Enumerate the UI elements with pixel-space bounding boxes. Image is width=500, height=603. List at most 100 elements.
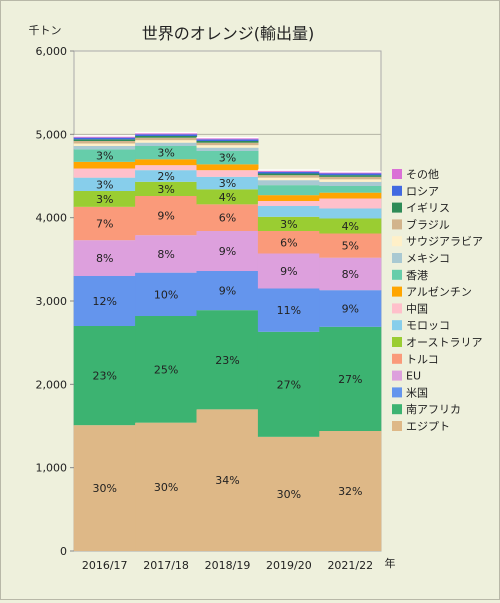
data-label: 9% — [280, 265, 297, 278]
y-axis: 0 1,000 2,000 3,000 4,000 5,000 6,000 — [36, 45, 74, 558]
bar-segment — [196, 204, 259, 231]
bar-segment — [135, 136, 198, 138]
bar-segment — [196, 271, 259, 311]
bar-segment — [196, 151, 259, 165]
bar-segment — [257, 253, 320, 289]
legend-swatch — [392, 337, 402, 347]
x-unit-label: 年 — [385, 556, 396, 570]
y-tick-label: 0 — [60, 545, 67, 558]
y-unit-label: 千トン — [29, 24, 62, 37]
bar-segment — [257, 288, 320, 332]
bar-segment — [73, 141, 136, 144]
bar-segment — [319, 176, 382, 180]
data-label: 2% — [157, 170, 174, 183]
bar-segment — [319, 233, 382, 258]
legend-swatch — [392, 353, 402, 364]
data-label: 4% — [219, 191, 236, 204]
legend-swatch — [392, 269, 402, 280]
bar-segment — [319, 290, 382, 327]
y-tick-label: 4,000 — [36, 212, 68, 225]
legend-label: エジプト — [406, 420, 450, 433]
bar-segment — [135, 170, 198, 182]
data-label: 3% — [280, 218, 297, 231]
bar-segment — [196, 189, 259, 205]
bar-segment — [196, 137, 259, 140]
bar-segment — [135, 146, 198, 160]
bar-segment — [135, 272, 198, 316]
bar-segment — [73, 240, 136, 276]
bar-segment — [319, 208, 382, 219]
bar-segment — [135, 165, 198, 171]
legend-swatch — [392, 253, 402, 263]
legend-swatch — [392, 202, 402, 213]
data-label: 3% — [157, 147, 174, 160]
data-label: 27% — [338, 373, 362, 386]
y-tick-label: 5,000 — [36, 128, 68, 141]
bar-segment — [319, 175, 382, 177]
legend-label: 米国 — [406, 386, 428, 399]
bar-segment — [73, 206, 136, 241]
bar-segment — [257, 171, 320, 174]
bar-segment — [73, 136, 136, 138]
bar-segment — [135, 422, 198, 551]
bar-segment — [73, 146, 136, 150]
legend-swatch — [392, 421, 402, 431]
bar-segment — [319, 186, 382, 193]
bar-segment — [257, 185, 320, 196]
y-tick-label: 1,000 — [36, 462, 68, 475]
bar-segment — [135, 137, 198, 141]
legend-swatch — [392, 185, 402, 196]
bar-segment — [257, 436, 320, 551]
legend-label: その他 — [406, 168, 439, 181]
legend-label: 香港 — [406, 269, 428, 282]
bar-segment — [319, 181, 382, 186]
bar-segment — [196, 176, 259, 190]
bar-segment — [319, 198, 382, 209]
bar-segment — [135, 235, 198, 273]
x-tick-label: 2018/19 — [205, 559, 251, 572]
bar-segment — [135, 316, 198, 423]
bar-segment — [196, 310, 259, 410]
y-tick-label: 3,000 — [36, 295, 68, 308]
data-label: 9% — [157, 210, 174, 223]
bar-segment — [135, 140, 198, 143]
legend-label: モロッコ — [406, 319, 450, 332]
bar-segment — [196, 139, 259, 141]
bar-segment — [319, 171, 382, 174]
bar-segment — [73, 149, 136, 162]
bar-segment — [196, 231, 259, 271]
data-label: 9% — [219, 285, 236, 298]
legend-label: EU — [406, 370, 421, 383]
y-tick-label: 6,000 — [36, 45, 68, 58]
legend-label: トルコ — [406, 353, 439, 366]
x-axis: 2016/17 2017/18 2018/19 2019/20 2021/22 — [82, 559, 373, 572]
bar-segment — [73, 191, 136, 207]
bar-segment — [73, 137, 136, 140]
data-label: 12% — [92, 295, 116, 308]
bar-segment — [196, 409, 259, 551]
data-label: 30% — [277, 488, 301, 501]
bar-segment — [73, 425, 136, 551]
data-label: 4% — [342, 220, 359, 233]
legend-label: アルゼンチン — [406, 286, 472, 299]
bar-segment — [196, 170, 259, 177]
data-label: 9% — [342, 303, 359, 316]
bar-segment — [319, 192, 382, 199]
data-label: 11% — [277, 304, 301, 317]
bar-segment — [257, 201, 320, 206]
legend-swatch — [392, 286, 402, 297]
legend-label: ロシア — [406, 185, 439, 198]
data-label: 6% — [219, 212, 236, 225]
bar-segment — [319, 257, 382, 291]
bar-segment — [319, 179, 382, 182]
data-label: 34% — [215, 474, 239, 487]
bar-segment — [257, 331, 320, 437]
data-label: 8% — [157, 248, 174, 261]
data-label: 3% — [96, 193, 113, 206]
data-label: 32% — [338, 485, 362, 498]
bar-segment — [135, 142, 198, 146]
data-label: 3% — [96, 150, 113, 163]
legend-swatch — [392, 303, 402, 314]
